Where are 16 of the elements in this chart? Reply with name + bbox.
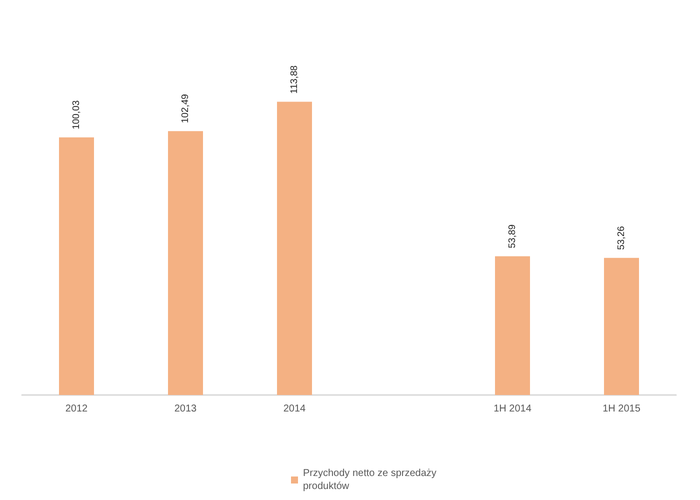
x-tick-label: 2012 <box>65 404 88 414</box>
data-label: 113,88 <box>289 65 300 94</box>
bar <box>277 102 312 395</box>
bar <box>168 131 203 395</box>
data-label: 102,49 <box>180 94 191 124</box>
data-label: 53,26 <box>616 226 627 250</box>
x-tick-label: 1H 2014 <box>494 404 532 414</box>
bar <box>604 258 639 395</box>
x-tick-label: 2014 <box>283 404 306 414</box>
bar <box>59 137 94 395</box>
legend-label: Przychody netto ze sprzedaży produktów <box>303 468 440 492</box>
x-tick-label: 1H 2015 <box>602 404 641 414</box>
x-tick-label: 2013 <box>174 404 198 414</box>
bar <box>495 256 530 395</box>
data-label: 53,89 <box>507 224 518 248</box>
data-label: 100,03 <box>71 100 82 130</box>
